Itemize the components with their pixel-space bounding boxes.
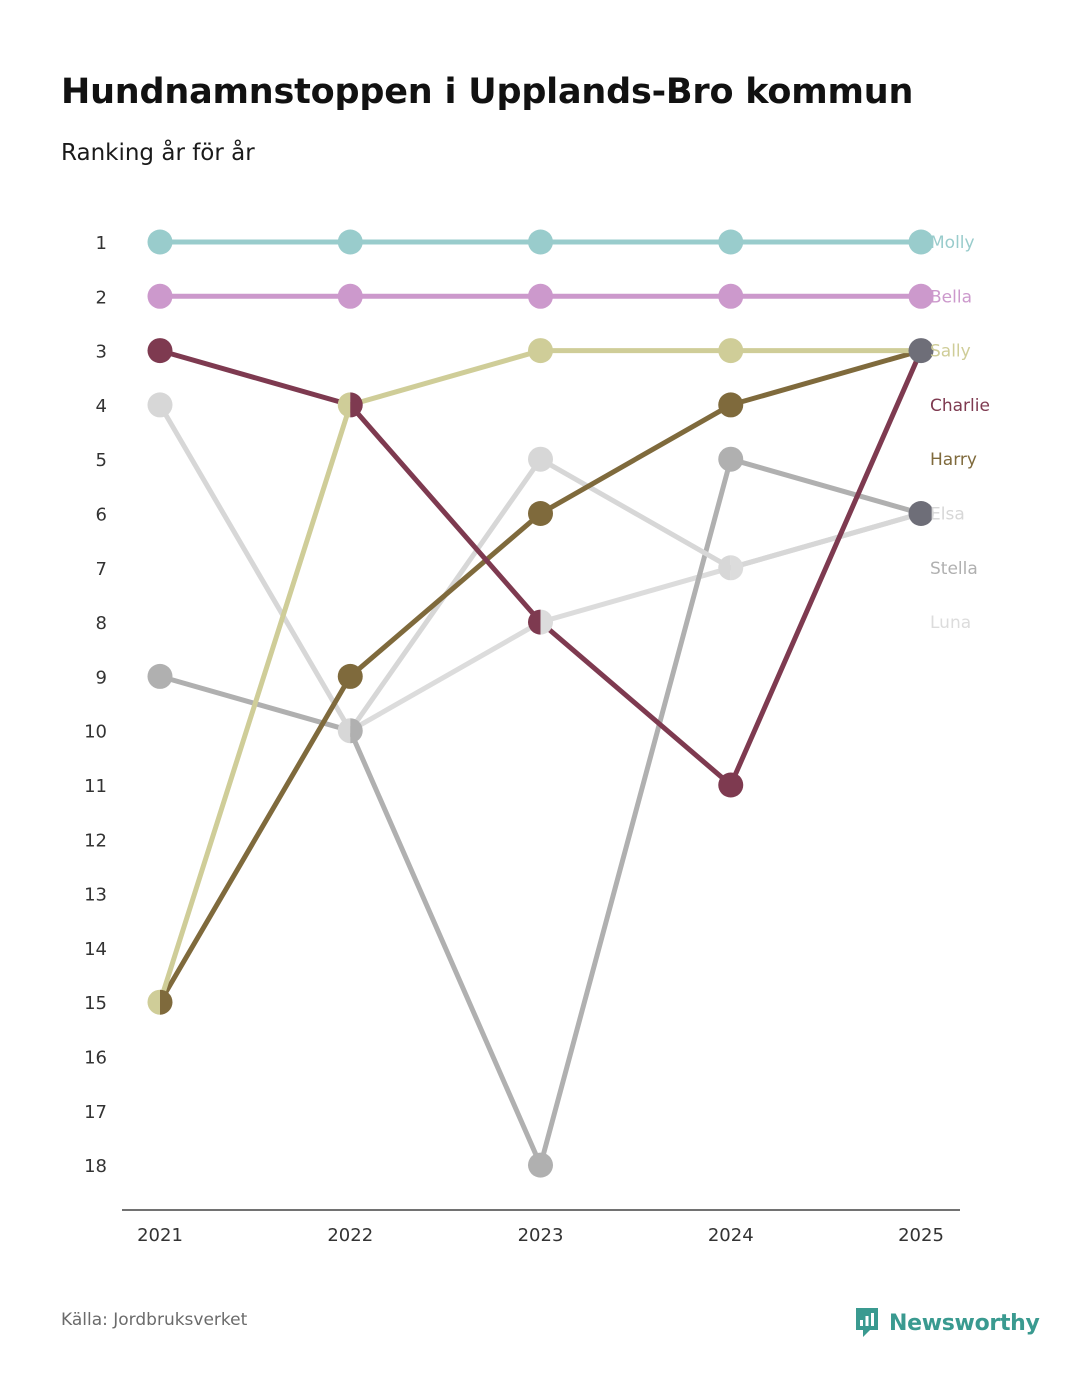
chart-title: Hundnamnstoppen i Upplands-Bro kommun — [61, 72, 914, 112]
point-molly-2022[interactable] — [337, 229, 363, 255]
point-bella-2024[interactable] — [718, 283, 744, 309]
point-luna-2024[interactable] — [730, 555, 744, 581]
series-label-luna: Luna — [930, 613, 971, 633]
y-tick-label: 8 — [96, 613, 107, 634]
point-elsa-2024[interactable] — [718, 555, 731, 581]
y-tick-label: 14 — [84, 939, 107, 960]
y-tick-label: 2 — [96, 287, 107, 308]
x-tick-label: 2022 — [327, 1225, 373, 1246]
point-sally-2023[interactable] — [528, 338, 553, 364]
x-tick-label: 2024 — [708, 1225, 754, 1246]
series-line-stella — [157, 456, 924, 1168]
series-points — [147, 229, 934, 1178]
point-luna-2023[interactable] — [540, 609, 554, 635]
series-label-bella: Bella — [930, 287, 972, 307]
point-charlie-2021[interactable] — [147, 338, 173, 364]
y-tick-label: 18 — [84, 1156, 107, 1177]
point-stella-2024[interactable] — [718, 446, 744, 472]
series-label-charlie: Charlie — [930, 396, 990, 416]
newsworthy-logo-text: Newsworthy — [889, 1310, 1040, 1336]
point-elsa-2022[interactable] — [337, 718, 351, 744]
point-harry-2024[interactable] — [718, 392, 744, 418]
point-stella-2021[interactable] — [147, 663, 173, 689]
point-elsa-2023[interactable] — [528, 446, 553, 472]
y-tick-label: 1 — [96, 233, 107, 254]
point-molly-2023[interactable] — [528, 229, 553, 255]
x-tick-label: 2023 — [518, 1225, 564, 1246]
y-tick-label: 17 — [84, 1102, 107, 1123]
point-sally-2024[interactable] — [718, 338, 744, 364]
point-molly-2021[interactable] — [147, 229, 173, 255]
source-note: Källa: Jordbruksverket — [61, 1310, 248, 1330]
point-charlie-2022[interactable] — [350, 392, 363, 418]
x-tick-label: 2021 — [137, 1225, 183, 1246]
series-label-sally: Sally — [930, 342, 971, 362]
y-tick-label: 16 — [84, 1048, 107, 1069]
point-stella-2022[interactable] — [350, 718, 363, 744]
point-sally-2025[interactable] — [908, 338, 934, 364]
y-tick-label: 5 — [96, 450, 107, 471]
x-axis: 2021 2022 2023 2024 2025 — [122, 1209, 960, 1246]
y-tick-label: 3 — [96, 342, 107, 363]
series-label-harry: Harry — [930, 450, 977, 470]
point-sally-2021[interactable] — [147, 989, 160, 1015]
newsworthy-logo[interactable]: Newsworthy — [854, 1306, 1040, 1340]
y-tick-label: 13 — [84, 885, 107, 906]
point-harry-2022[interactable] — [337, 663, 363, 689]
point-charlie-2023[interactable] — [528, 609, 541, 635]
y-tick-label: 4 — [96, 396, 107, 417]
point-sally-2022[interactable] — [337, 392, 351, 418]
newsworthy-logo-icon — [856, 1308, 878, 1337]
y-tick-label: 15 — [84, 993, 107, 1014]
point-bella-2023[interactable] — [528, 283, 553, 309]
point-molly-2024[interactable] — [718, 229, 744, 255]
chart-subtitle: Ranking år för år — [61, 140, 255, 166]
point-harry-2021[interactable] — [160, 989, 173, 1015]
point-molly-2025[interactable] — [908, 229, 934, 255]
y-tick-label: 6 — [96, 505, 107, 526]
point-elsa-2025[interactable] — [908, 501, 934, 526]
y-tick-label: 12 — [84, 830, 107, 851]
series-label-elsa: Elsa — [930, 505, 965, 525]
y-tick-label: 11 — [84, 776, 107, 797]
series-line-charlie — [157, 348, 924, 788]
point-elsa-2021[interactable] — [147, 392, 173, 418]
point-bella-2022[interactable] — [337, 283, 363, 309]
point-bella-2025[interactable] — [908, 283, 934, 309]
series-labels: Molly Bella Sally Charlie Harry Elsa Stella Lun… — [930, 233, 990, 633]
y-tick-label: 10 — [84, 722, 107, 743]
series-lines — [157, 239, 924, 1168]
point-stella-2023[interactable] — [528, 1152, 553, 1178]
y-tick-label: 7 — [96, 559, 107, 580]
point-bella-2021[interactable] — [147, 283, 173, 309]
x-tick-label: 2025 — [898, 1225, 944, 1246]
series-label-molly: Molly — [930, 233, 975, 253]
y-tick-label: 9 — [96, 667, 107, 688]
point-charlie-2024[interactable] — [718, 772, 744, 798]
point-harry-2023[interactable] — [528, 501, 553, 526]
series-label-stella: Stella — [930, 559, 978, 579]
